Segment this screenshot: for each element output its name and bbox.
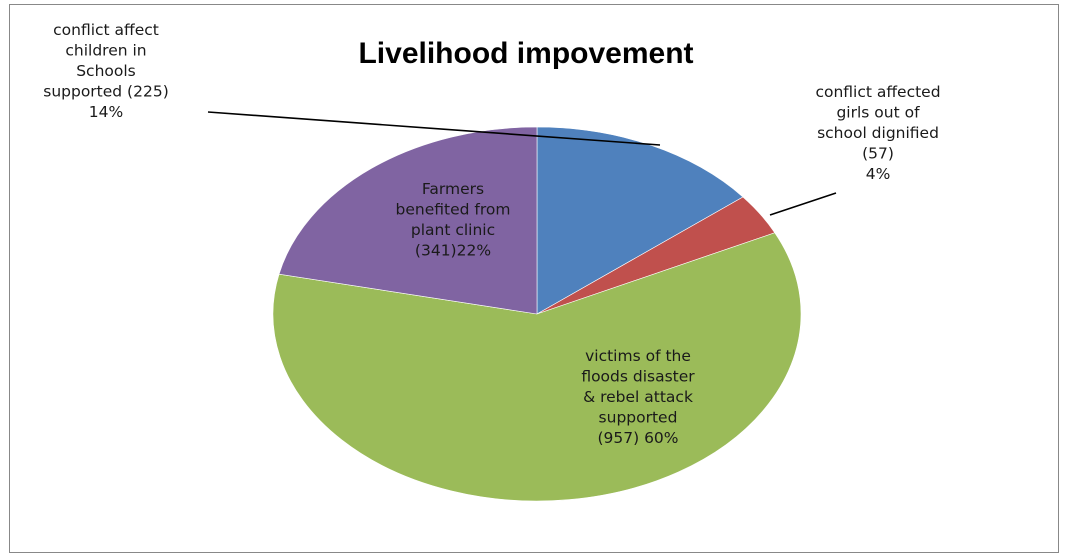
slice-label-1: conflict affect children in Schools support…	[43, 21, 169, 121]
pie-chart: Livelihood impovement conflict affect chi…	[43, 21, 941, 502]
slice-label-2: conflict affected girls out of school dign…	[815, 83, 940, 183]
slice-labels: conflict affect children in Schools support…	[43, 21, 940, 447]
chart-title: Livelihood impovement	[358, 37, 693, 70]
slice-label-4: Farmers benefited from plant clinic (341)22…	[396, 180, 511, 260]
pie-slices	[272, 126, 802, 502]
slice-label-3: victims of the floods disaster & rebel att…	[581, 347, 695, 447]
pie-slice-3	[272, 232, 802, 502]
leader-line-2	[769, 192, 837, 216]
leader-line-1	[207, 111, 661, 146]
chart-area: Livelihood impovement conflict affect chi…	[9, 4, 1059, 553]
pie-slice-1	[536, 126, 744, 315]
pie-slice-4	[278, 126, 538, 315]
leader-lines	[207, 111, 837, 216]
